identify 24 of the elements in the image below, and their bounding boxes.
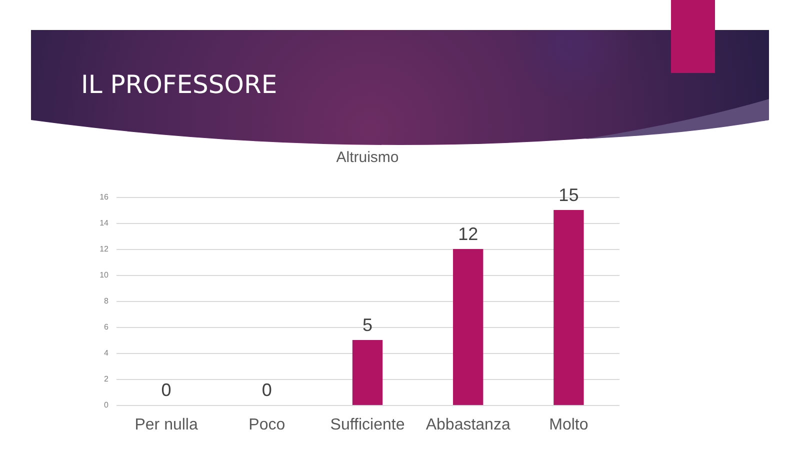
y-tick-label: 0 (104, 400, 110, 410)
y-tick-label: 10 (100, 270, 110, 280)
data-label: 15 (558, 185, 579, 205)
y-tick-label: 16 (100, 192, 110, 202)
y-tick-label: 6 (104, 322, 110, 332)
chart-title: IL PROFESSORE (81, 70, 278, 100)
bar (352, 340, 383, 405)
data-label: 5 (362, 315, 373, 335)
bar (453, 249, 484, 405)
x-tick-label: Per nulla (134, 416, 198, 434)
x-tick-label: Molto (549, 416, 588, 434)
x-tick-label: Poco (248, 416, 286, 434)
data-label: 0 (262, 380, 272, 400)
data-label: 12 (458, 224, 478, 244)
x-tick-label: Sufficiente (330, 416, 405, 434)
x-tick-label: Abbastanza (426, 416, 510, 434)
y-tick-label: 2 (104, 374, 110, 384)
y-tick-label: 14 (100, 218, 110, 228)
y-tick-label: 12 (100, 244, 110, 254)
y-tick-label: 4 (104, 348, 110, 358)
data-label: 0 (161, 380, 172, 400)
chart-subtitle: Altruismo (336, 149, 399, 166)
bar (554, 210, 584, 405)
y-tick-label: 8 (104, 296, 110, 306)
